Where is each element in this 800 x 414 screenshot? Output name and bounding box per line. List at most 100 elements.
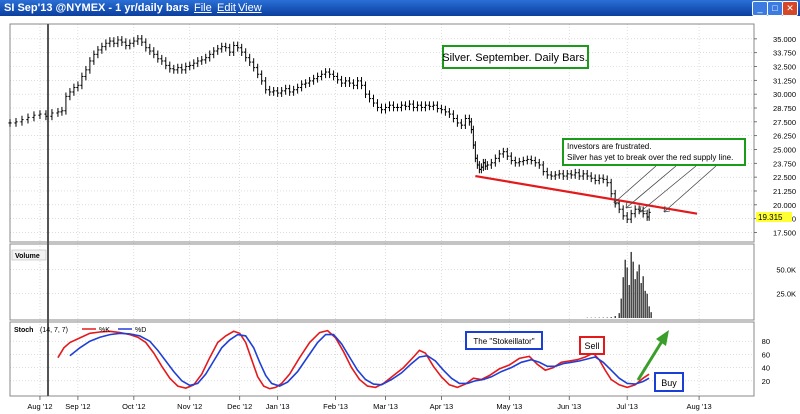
- price-bar: [529, 155, 533, 165]
- supply-line: [475, 174, 698, 215]
- price-bar: [565, 169, 569, 180]
- price-bar: [256, 63, 260, 79]
- price-bar: [88, 57, 92, 74]
- price-bar: [443, 105, 448, 116]
- price-tick-label: 35.000: [773, 35, 796, 44]
- title-bar[interactable]: SI Sep'13 @NYMEX - 1 yr/daily bars File …: [0, 0, 800, 16]
- price-bar: [387, 101, 392, 112]
- month-label: May '13: [496, 402, 522, 411]
- price-bar: [463, 114, 467, 130]
- price-bar: [537, 158, 541, 169]
- sell-box: [579, 336, 605, 355]
- month-label: Oct '12: [122, 402, 146, 411]
- price-bar: [597, 174, 601, 185]
- price-bar: [573, 168, 577, 179]
- price-bar: [112, 37, 116, 48]
- chart-area: 35.000 33.750 32.500 31.250 30.000 28.750 27.5…: [0, 16, 800, 414]
- stoch-panel: [9, 321, 755, 397]
- stokeillator-box: [465, 331, 543, 350]
- price-bar: [577, 168, 581, 180]
- price-bar: [403, 101, 408, 111]
- stoch-series-pct-d: [69, 332, 650, 387]
- frustrated-line-1: Investors are frustrated.: [567, 142, 651, 151]
- price-bar: [184, 62, 188, 74]
- minimize-icon[interactable]: _: [752, 1, 768, 16]
- price-tick-label: 17.500: [773, 228, 796, 237]
- volume-axis: 50.0K 25.0K: [776, 265, 796, 298]
- menu-edit[interactable]: Edit: [217, 2, 236, 14]
- price-bar: [300, 80, 304, 92]
- price-bar: [56, 108, 60, 117]
- price-bar: [8, 119, 12, 127]
- chart-title: Silver. September. Daily Bars.: [442, 52, 588, 64]
- price-bar: [44, 110, 48, 121]
- price-bar: [188, 61, 192, 71]
- stoch-tick-label: 20: [762, 377, 770, 386]
- price-tick-label: 22.500: [773, 173, 796, 182]
- stoch-tick-label: 40: [762, 364, 770, 373]
- price-bar: [60, 106, 64, 116]
- price-bar: [553, 171, 557, 180]
- menu-file[interactable]: File: [194, 2, 212, 14]
- price-bar: [64, 92, 68, 115]
- price-bar: [497, 150, 501, 163]
- volume-label-box: [11, 249, 47, 261]
- month-label: Sep '12: [65, 402, 90, 411]
- price-bar: [14, 117, 18, 127]
- price-bar: [236, 41, 240, 52]
- price-bar: [76, 81, 80, 92]
- stoch-legend-label: %K: [99, 327, 110, 334]
- price-bar: [116, 36, 120, 48]
- price-bar: [501, 147, 505, 158]
- price-bar: [609, 178, 613, 198]
- price-bar: [168, 61, 172, 73]
- price-bar: [489, 158, 493, 169]
- price-bar: [120, 36, 124, 47]
- date-axis: Aug '12 Sep '12 Oct '12 Nov '12 Dec '12 Jan '…: [27, 396, 712, 411]
- price-bar: [264, 77, 268, 94]
- price-bar: [104, 39, 108, 51]
- maximize-icon[interactable]: □: [767, 1, 783, 16]
- price-bar: [505, 147, 509, 160]
- price-bar: [541, 161, 545, 176]
- price-bar: [625, 212, 629, 224]
- price-bar: [589, 172, 593, 183]
- volume-tick-label: 50.0K: [776, 265, 796, 274]
- price-tick-label: 23.750: [773, 159, 796, 168]
- menu-view[interactable]: View: [238, 2, 262, 14]
- stoch-tick-label: 80: [762, 337, 770, 346]
- close-icon[interactable]: ✕: [782, 1, 798, 16]
- price-panel: [9, 23, 755, 243]
- price-bar: [439, 104, 444, 114]
- price-bar: [517, 157, 521, 167]
- volume-bars: [586, 251, 652, 318]
- frustrated-box: [562, 138, 746, 166]
- price-bar: [20, 115, 24, 126]
- price-tick-label: 33.750: [773, 49, 796, 58]
- price-bar: [521, 156, 525, 166]
- price-bar: [327, 68, 332, 79]
- price-bar: [423, 101, 428, 112]
- price-bar: [561, 169, 565, 180]
- price-bar: [108, 37, 112, 48]
- price-bar: [284, 84, 288, 95]
- price-bar: [383, 103, 388, 114]
- price-bar: [244, 48, 248, 62]
- price-bar: [32, 111, 36, 122]
- price-bar: [629, 209, 633, 224]
- price-bar: [367, 90, 372, 103]
- price-bar: [192, 59, 196, 70]
- stoch-legend: %K %D: [82, 327, 146, 334]
- price-bar: [128, 39, 132, 50]
- price-tick-label: 32.500: [773, 63, 796, 72]
- month-label: Jul '13: [616, 402, 637, 411]
- buy-box: [654, 372, 684, 392]
- price-bar: [204, 53, 208, 64]
- price-bar: [319, 70, 324, 81]
- month-label: Aug '13: [686, 402, 711, 411]
- price-bars: [8, 34, 698, 224]
- price-bar: [252, 58, 256, 72]
- price-bar: [216, 44, 220, 55]
- price-bar: [633, 205, 637, 218]
